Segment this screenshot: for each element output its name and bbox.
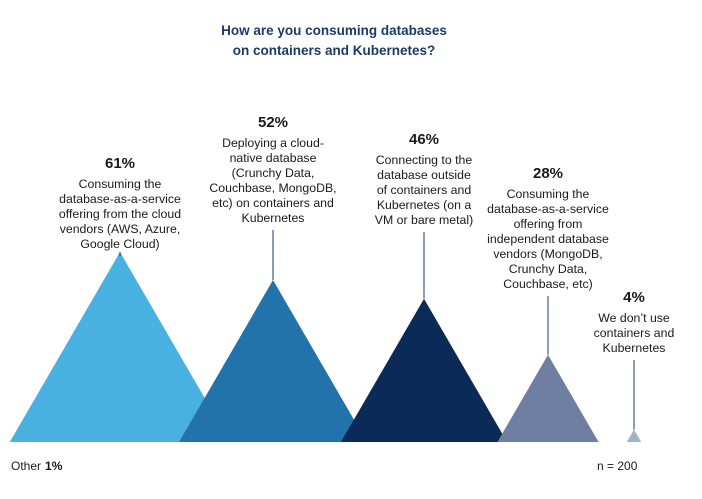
chart-triangle-5 — [626, 429, 642, 442]
chart-category-label-line: Connecting to the — [376, 153, 473, 167]
chart-category-label-line: Consuming the — [507, 187, 590, 201]
chart-value-label-5: 4% — [623, 289, 645, 306]
chart-category-label-line: Google Cloud) — [80, 237, 159, 251]
chart-category-label-line: Kubernetes — [242, 211, 305, 225]
other-value: 1% — [45, 459, 63, 473]
chart-category-label-line: offering from — [514, 217, 583, 231]
chart-triangle-1 — [9, 252, 231, 442]
chart-category-label-1: Consuming the database-as-a-service offeri… — [59, 177, 181, 251]
chart-category-label-line: vendors (MongoDB, — [493, 247, 602, 261]
other-label: Other — [11, 459, 41, 473]
chart-category-label-line: offering from the cloud — [59, 207, 181, 221]
chart-category-label-line: Crunchy Data, — [509, 262, 588, 276]
chart-category-label-line: VM or bare metal) — [375, 213, 473, 227]
chart-category-label-2: Deploying a cloud-native database (Crunch… — [209, 136, 336, 225]
chart-category-label-line: Deploying a cloud- — [222, 136, 324, 150]
chart-category-label-line: native database — [230, 151, 317, 165]
chart-value-label-3: 46% — [409, 131, 439, 148]
chart-category-label-line: (Crunchy Data, — [232, 166, 315, 180]
chart-title: How are you consuming databases on conta… — [221, 23, 447, 58]
chart-triangle-3 — [340, 298, 508, 442]
chart-category-label-line: etc) on containers and — [212, 196, 334, 210]
chart-category-label-line: database outside — [377, 168, 471, 182]
chart-triangle-2 — [179, 280, 367, 442]
chart-footer: Other 1% n = 200 — [11, 459, 638, 473]
chart-category-label-line: database-as-a-service — [487, 202, 609, 216]
chart-category-label-line: Couchbase, MongoDB, — [209, 181, 336, 195]
chart-category-label-line: database-as-a-service — [59, 192, 181, 206]
chart-category-label-line: Couchbase, etc) — [503, 277, 593, 291]
chart-value-label-2: 52% — [258, 114, 288, 131]
chart-category-label-line: independent database — [487, 232, 609, 246]
other-note: Other 1% — [11, 459, 63, 473]
chart-category-label-line: Consuming the — [79, 177, 162, 191]
chart-category-label-4: Consuming the database-as-a-service offeri… — [487, 187, 609, 291]
chart-category-label-line: We don’t use — [598, 311, 670, 325]
sample-size: n = 200 — [597, 459, 638, 473]
chart-category-label-3: Connecting to the database outside of cont… — [375, 153, 473, 227]
chart-value-label-4: 28% — [533, 165, 563, 182]
chart-category-label-line: Kubernetes — [603, 341, 666, 355]
chart-value-label-1: 61% — [105, 155, 135, 172]
chart-category-label-line: of containers and — [377, 183, 472, 197]
chart-category-label-line: Kubernetes (on a — [377, 198, 472, 212]
chart-triangle-4 — [497, 354, 599, 442]
chart-title-line-1: How are you consuming databases — [221, 23, 447, 38]
chart-category-label-line: vendors (AWS, Azure, — [60, 222, 181, 236]
chart-category-label-5: We don’t use containers and Kubernetes — [594, 311, 675, 355]
chart-marks: 61%Consuming the database-as-a-service off… — [9, 114, 675, 442]
chart-category-label-line: containers and — [594, 326, 675, 340]
chart-title-line-2: on containers and Kubernetes? — [233, 43, 436, 58]
